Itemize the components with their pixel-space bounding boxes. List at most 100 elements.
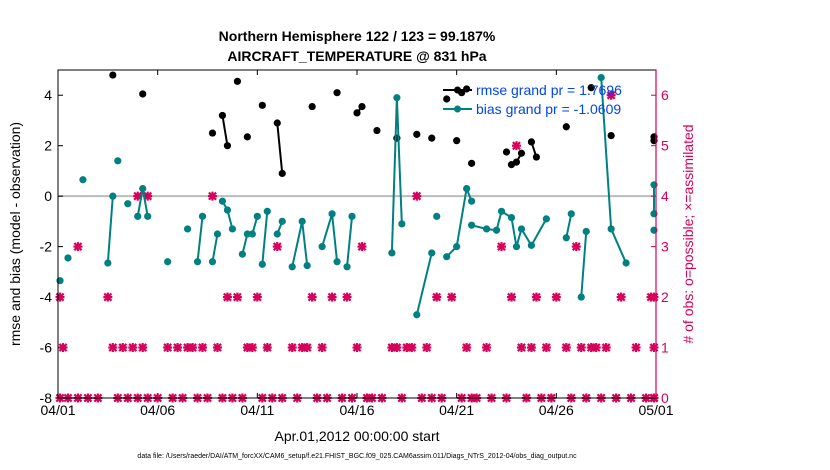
obs-assimilated-marker	[551, 292, 561, 302]
y2-tick-label: 2	[661, 289, 669, 305]
y2-tick-label: 5	[661, 138, 669, 154]
bias-point	[56, 277, 64, 285]
obs-assimilated-marker	[616, 292, 626, 302]
bias-point	[492, 226, 501, 234]
obs-assimilated-marker	[138, 343, 148, 353]
legend-rmse-marker	[454, 86, 461, 94]
obs-assimilated-marker	[412, 191, 422, 201]
x-tick-label: 04/21	[439, 402, 474, 418]
bias-point	[393, 94, 401, 102]
bias-line-segment	[196, 216, 204, 262]
bias-point	[273, 230, 281, 238]
rmse-point	[562, 123, 570, 131]
bias-point	[577, 293, 585, 301]
obs-assimilated-marker	[58, 343, 68, 353]
bias-point	[228, 225, 237, 233]
rmse-point	[308, 102, 316, 111]
obs-assimilated-marker	[118, 343, 128, 353]
bias-point	[164, 258, 172, 266]
obs-assimilated-marker	[73, 242, 83, 252]
obs-assimilated-marker	[631, 343, 641, 353]
bias-point	[218, 197, 227, 205]
obs-assimilated-marker	[591, 343, 601, 353]
obs-assimilated-marker	[342, 292, 352, 302]
obs-assimilated-marker	[287, 343, 297, 353]
x-tick-label: 04/01	[40, 402, 75, 418]
legend-bias-label: bias grand pr = -1.0609	[476, 101, 621, 117]
y2-tick-label: 1	[661, 340, 669, 356]
obs-assimilated-marker	[497, 242, 507, 252]
bias-line-segment	[445, 184, 473, 258]
rmse-point	[243, 133, 251, 141]
obs-assimilated-marker	[198, 343, 208, 353]
y2-tick-label: 3	[661, 239, 669, 255]
rmse-point	[607, 132, 615, 140]
y-tick-label: 4	[44, 87, 52, 103]
rmse-point	[109, 71, 117, 79]
rmse-point	[333, 89, 341, 97]
obs-assimilated-marker	[541, 343, 551, 353]
obs-assimilated-marker	[447, 292, 457, 302]
bias-point	[463, 184, 471, 193]
obs-assimilated-marker	[108, 343, 118, 353]
obs-assimilated-marker	[462, 343, 472, 353]
bias-point	[512, 243, 521, 251]
bias-point	[398, 220, 406, 228]
y2-tick-label: 4	[661, 188, 669, 204]
bias-point	[343, 263, 351, 271]
bias-point	[428, 249, 436, 257]
bias-line-segment	[211, 233, 219, 262]
bias-point	[193, 258, 202, 266]
obs-assimilated-marker	[128, 343, 138, 353]
bias-line-segment	[415, 252, 433, 315]
obs-assimilated-marker	[302, 343, 312, 353]
obs-assimilated-marker	[571, 242, 581, 252]
rmse-point	[233, 77, 241, 85]
bias-point	[263, 207, 271, 215]
bias-point	[298, 217, 306, 225]
rmse-point	[358, 102, 366, 111]
bias-point	[109, 192, 117, 200]
obs-assimilated-marker	[55, 292, 65, 302]
bias-point	[328, 210, 336, 218]
bias-point	[278, 217, 286, 225]
obs-assimilated-marker	[163, 343, 173, 353]
bias-line-segment	[106, 196, 114, 264]
obs-assimilated-marker	[601, 343, 611, 353]
bias-point	[333, 258, 341, 266]
y-tick-label: -2	[40, 239, 53, 255]
obs-assimilated-marker	[327, 292, 337, 302]
bias-point	[567, 210, 575, 218]
obs-assimilated-marker	[511, 141, 521, 151]
rmse-point	[208, 129, 217, 137]
bias-point	[507, 214, 516, 222]
obs-assimilated-marker	[232, 292, 242, 302]
bias-point	[468, 197, 476, 205]
y-tick-label: -6	[40, 340, 53, 356]
obs-assimilated-marker	[531, 292, 541, 302]
y-tick-label: -8	[40, 390, 53, 406]
bias-point	[413, 311, 421, 319]
rmse-line-segment	[276, 122, 284, 174]
obs-assimilated-marker	[422, 343, 432, 353]
y-axis-ticks: -8 -6 -4 -2 0 2 4	[40, 87, 63, 406]
obs-assimilated-marker	[247, 343, 257, 353]
obs-assimilated-marker	[606, 90, 616, 100]
rmse-point	[468, 159, 476, 167]
bias-line-segment	[565, 213, 573, 238]
bias-point	[124, 200, 132, 208]
obs-possible-marker	[650, 293, 658, 301]
rmse-point	[587, 84, 595, 92]
obs-assimilated-marker	[207, 191, 217, 201]
x-axis-label: Apr.01,2012 00:00:00 start	[274, 428, 439, 444]
obs-assimilated-marker	[357, 242, 367, 252]
y-tick-label: 2	[44, 138, 52, 154]
obs-assimilated-marker	[103, 292, 113, 302]
bias-point	[288, 263, 296, 271]
rmse-point	[353, 109, 361, 117]
obs-assimilated-marker	[307, 292, 317, 302]
bias-point	[318, 243, 326, 251]
rmse-point	[278, 169, 286, 178]
bias-point	[238, 250, 246, 258]
